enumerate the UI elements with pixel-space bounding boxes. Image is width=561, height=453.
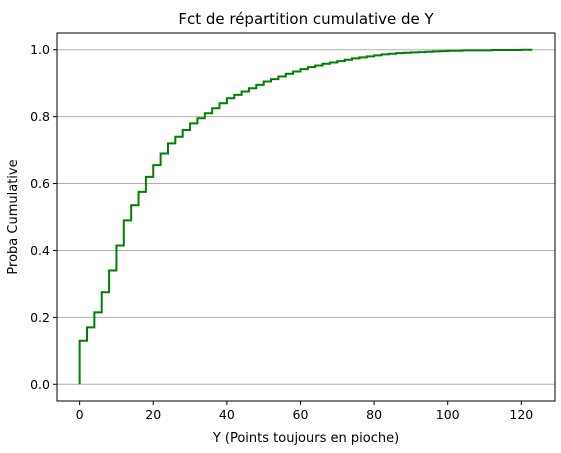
y-tick-label-3: 0.6 — [30, 176, 50, 191]
x-tick-label-0: 0 — [76, 407, 84, 422]
x-tick-label-6: 120 — [509, 407, 533, 422]
y-tick-label-0: 0.0 — [30, 377, 50, 392]
x-axis-ticks: 0 20 40 60 80 100 120 — [76, 401, 533, 422]
y-tick-label-1: 0.2 — [30, 310, 50, 325]
cdf-step-line-0 — [78, 48, 533, 385]
chart-title: Fct de répartition cumulative de Y — [178, 10, 434, 28]
y-tick-label-5: 1.0 — [30, 42, 50, 57]
y-tick-label-4: 0.8 — [30, 109, 50, 124]
x-axis-label: Y (Points toujours en pioche) — [212, 431, 399, 446]
y-tick-label-2: 0.4 — [30, 243, 50, 258]
plot-frame — [56, 32, 556, 402]
x-tick-label-3: 60 — [293, 407, 309, 422]
x-tick-label-4: 80 — [366, 407, 382, 422]
x-tick-label-5: 100 — [436, 407, 460, 422]
y-axis-label: Proba Cumulative — [6, 159, 21, 274]
y-axis-ticks: 0.0 0.2 0.4 0.6 0.8 1.0 — [30, 42, 57, 392]
x-tick-label-1: 20 — [145, 407, 161, 422]
grid-lines — [57, 49, 555, 385]
x-tick-label-2: 40 — [219, 407, 235, 422]
series-layer — [78, 48, 533, 385]
